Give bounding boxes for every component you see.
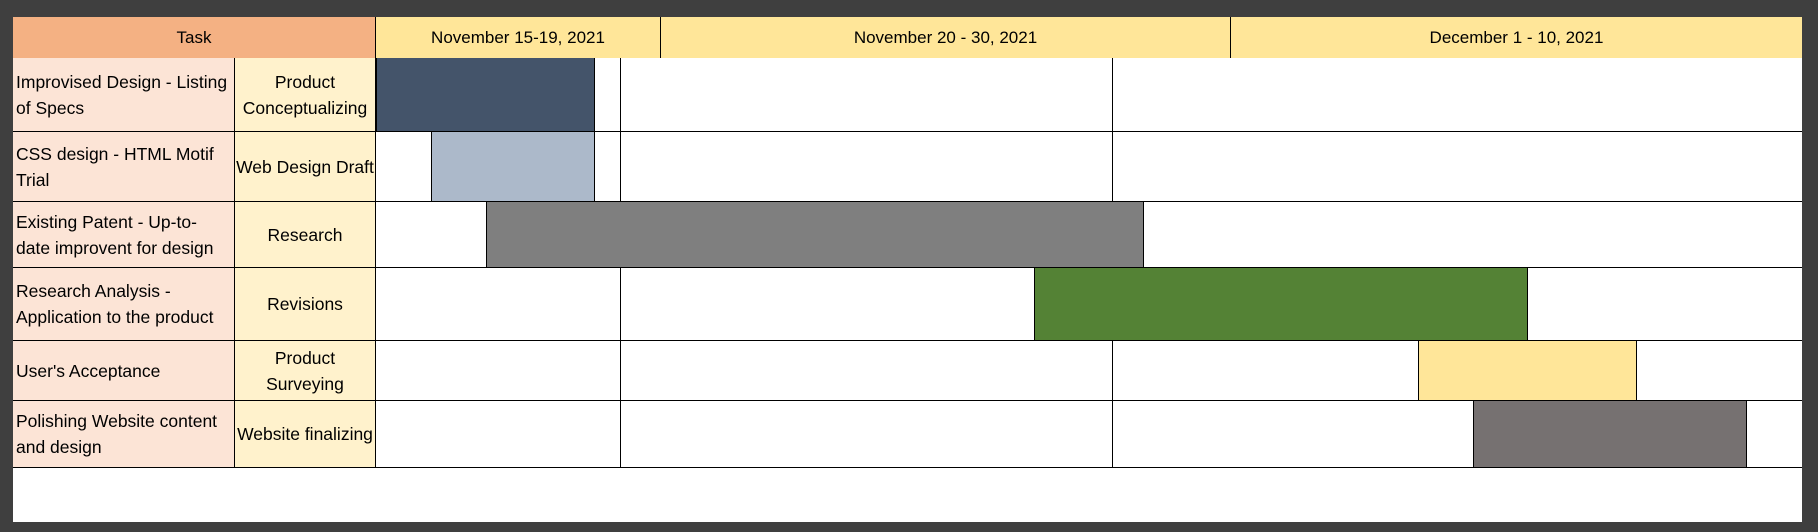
task-timeline bbox=[376, 132, 1802, 201]
period-divider bbox=[620, 268, 621, 340]
task-row: Research Analysis - Application to the p… bbox=[13, 268, 1802, 341]
task-row: CSS design - HTML Motif Trial Web Design … bbox=[13, 132, 1802, 202]
task-name-cell: Existing Patent - Up-to-date improvent f… bbox=[13, 202, 235, 267]
gantt-bar bbox=[1472, 401, 1748, 467]
task-timeline bbox=[376, 58, 1802, 131]
task-name-cell: User's Acceptance bbox=[13, 341, 235, 400]
task-row: Existing Patent - Up-to-date improvent f… bbox=[13, 202, 1802, 268]
period-divider bbox=[1112, 401, 1113, 467]
task-phase-cell: Website finalizing bbox=[235, 401, 376, 467]
period-divider bbox=[620, 132, 621, 201]
period-divider bbox=[620, 401, 621, 467]
gantt-bar bbox=[376, 58, 596, 131]
task-timeline bbox=[376, 268, 1802, 340]
task-timeline bbox=[376, 341, 1802, 400]
task-timeline bbox=[376, 401, 1802, 467]
task-name-cell: CSS design - HTML Motif Trial bbox=[13, 132, 235, 201]
task-name-cell: Research Analysis - Application to the p… bbox=[13, 268, 235, 340]
task-phase-cell: Revisions bbox=[235, 268, 376, 340]
gantt-bar bbox=[1034, 268, 1528, 340]
task-name-cell: Improvised Design - Listing of Specs bbox=[13, 58, 235, 131]
gantt-chart: Task November 15-19, 2021 November 20 - … bbox=[13, 17, 1802, 522]
period-divider bbox=[1112, 341, 1113, 400]
task-header: Task bbox=[13, 17, 376, 58]
task-timeline bbox=[376, 202, 1802, 267]
period-divider bbox=[1112, 132, 1113, 201]
task-row: Improvised Design - Listing of Specs Prod… bbox=[13, 58, 1802, 132]
gantt-bar bbox=[485, 202, 1144, 267]
period-header-dec-1-10: December 1 - 10, 2021 bbox=[1231, 17, 1802, 58]
period-header-nov-15-19: November 15-19, 2021 bbox=[376, 17, 661, 58]
task-phase-cell: Product Surveying bbox=[235, 341, 376, 400]
gantt-bar bbox=[430, 132, 596, 201]
period-divider bbox=[620, 341, 621, 400]
period-divider bbox=[620, 58, 621, 131]
period-divider bbox=[1112, 58, 1113, 131]
header-row: Task November 15-19, 2021 November 20 - … bbox=[13, 17, 1802, 58]
period-header-nov-20-30: November 20 - 30, 2021 bbox=[661, 17, 1231, 58]
task-name-cell: Polishing Website content and design bbox=[13, 401, 235, 467]
gantt-bar bbox=[1418, 341, 1638, 400]
task-phase-cell: Web Design Draft bbox=[235, 132, 376, 201]
task-row: User's Acceptance Product Surveying bbox=[13, 341, 1802, 401]
task-row: Polishing Website content and design Webs… bbox=[13, 401, 1802, 468]
task-phase-cell: Research bbox=[235, 202, 376, 267]
task-phase-cell: Product Conceptualizing bbox=[235, 58, 376, 131]
